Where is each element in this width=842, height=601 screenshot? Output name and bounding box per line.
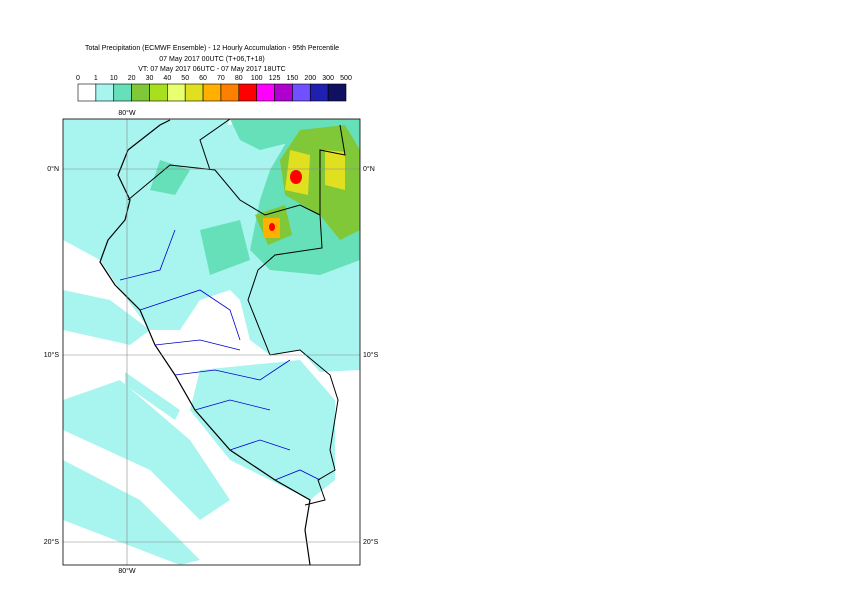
title-line: 07 May 2017 00UTC (T+06,T+18) xyxy=(159,56,264,63)
title-line: VT: 07 May 2017 06UTC - 07 May 2017 18UT… xyxy=(138,66,285,73)
legend-swatch xyxy=(131,83,150,102)
legend-label: 40 xyxy=(163,75,171,82)
legend-label: 150 xyxy=(287,75,299,82)
legend-swatch xyxy=(113,83,132,102)
lat-label: 10°S xyxy=(44,351,60,359)
legend-swatch xyxy=(149,83,168,102)
legend-label: 200 xyxy=(304,75,316,82)
legend-swatch xyxy=(309,83,329,102)
legend-label: 125 xyxy=(269,75,281,82)
legend-swatch xyxy=(167,83,186,102)
legend-swatch xyxy=(184,83,204,102)
legend-swatch xyxy=(327,83,347,102)
legend-label: 1 xyxy=(94,75,98,82)
legend-label: 30 xyxy=(146,75,154,82)
legend-swatch xyxy=(220,83,240,102)
legend-swatch xyxy=(238,83,257,102)
legend-swatch xyxy=(77,83,97,102)
legend-label: 10 xyxy=(110,75,118,82)
lon-label: 80°W xyxy=(118,567,136,575)
lat-label: 0°N xyxy=(363,165,375,173)
legend-label: 500 xyxy=(340,75,352,82)
lat-label: 0°N xyxy=(47,165,59,173)
legend-label: 0 xyxy=(76,75,80,82)
legend-label: 20 xyxy=(128,75,136,82)
legend: 0 1 10 20 30 40 50 60 70 80 100 125 150 200 300 500 xyxy=(76,75,352,102)
lat-label: 20°S xyxy=(363,538,379,546)
legend-label: 300 xyxy=(322,75,334,82)
legend-label: 50 xyxy=(181,75,189,82)
legend-label: 60 xyxy=(199,75,207,82)
lon-label: 80°W xyxy=(118,109,136,117)
title: Total Precipitation (ECMWF Ensemble) - 1… xyxy=(85,45,339,73)
legend-swatch xyxy=(202,83,222,102)
lat-label: 10°S xyxy=(363,351,379,359)
legend-swatch xyxy=(256,83,275,102)
map xyxy=(63,119,360,565)
legend-swatch xyxy=(95,83,115,102)
legend-swatch xyxy=(274,83,293,102)
legend-swatch xyxy=(292,83,311,102)
title-line: Total Precipitation (ECMWF Ensemble) - 1… xyxy=(85,45,339,52)
legend-label: 70 xyxy=(217,75,225,82)
legend-label: 100 xyxy=(251,75,263,82)
legend-label: 80 xyxy=(235,75,243,82)
lat-label: 20°S xyxy=(44,538,60,546)
